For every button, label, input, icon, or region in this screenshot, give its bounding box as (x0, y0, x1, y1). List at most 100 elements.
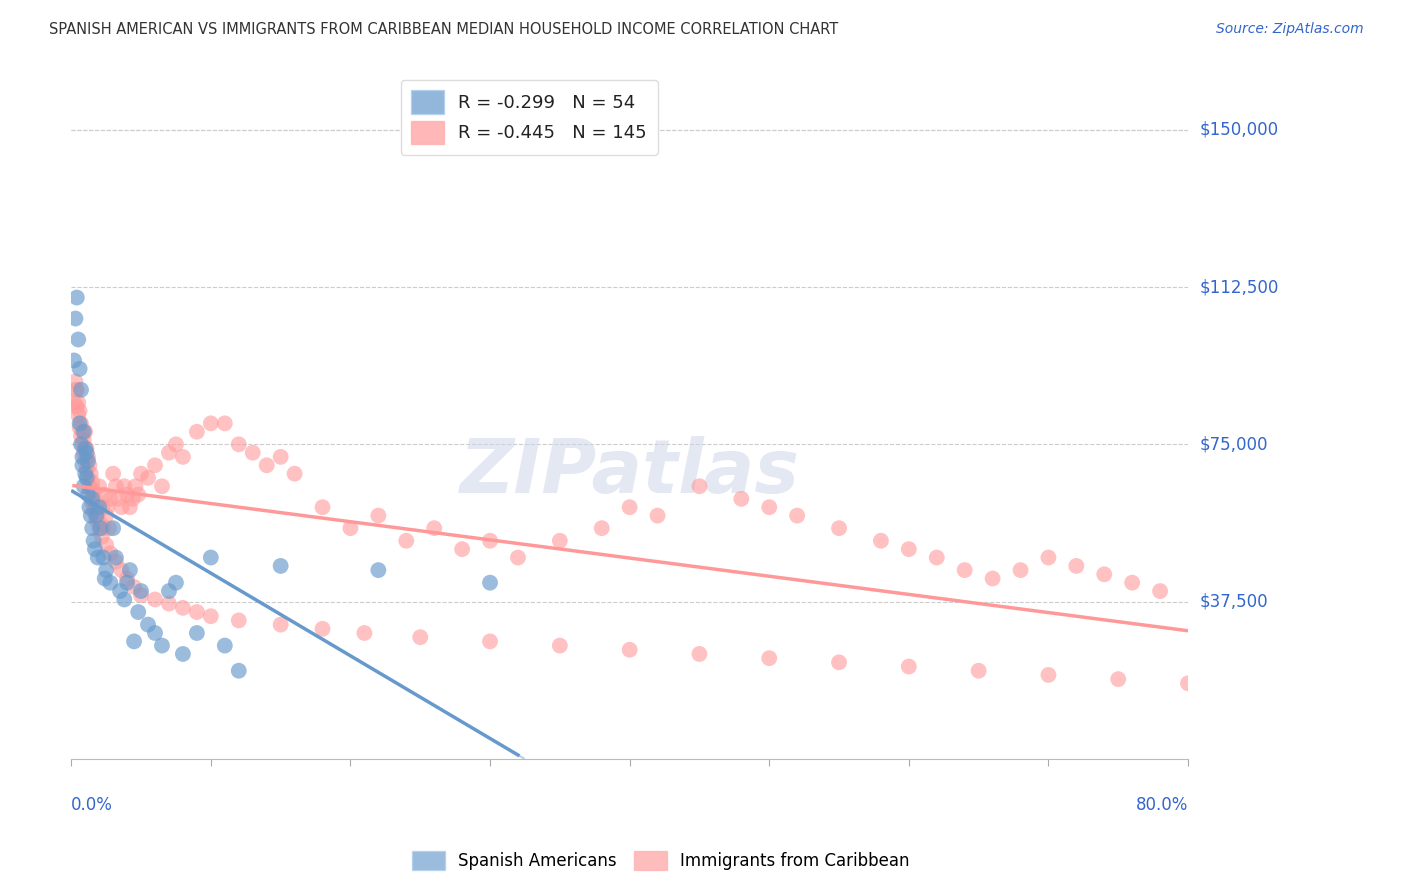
Point (69, 362, 91, 376)
Point (108, 584, 131, 599)
Text: $75,000: $75,000 (1199, 435, 1268, 453)
Point (214, 639, 236, 653)
Point (129, 467, 152, 481)
Point (981, 572, 1004, 586)
Point (1010, 563, 1032, 577)
Point (83, 504, 105, 518)
Point (94, 538, 117, 552)
Point (270, 617, 292, 632)
Point (115, 575, 138, 590)
Point (80, 467, 103, 481)
Text: $37,500: $37,500 (1199, 592, 1268, 610)
Point (69, 404, 91, 418)
Point (1149, 584, 1171, 599)
Point (367, 508, 389, 523)
Point (94, 508, 117, 523)
Text: SPANISH AMERICAN VS IMMIGRANTS FROM CARIBBEAN MEDIAN HOUSEHOLD INCOME CORRELATIO: SPANISH AMERICAN VS IMMIGRANTS FROM CARI… (49, 22, 838, 37)
Text: $112,500: $112,500 (1199, 278, 1278, 296)
Point (104, 550, 127, 565)
Point (688, 647, 710, 661)
Point (98, 575, 121, 590)
Point (107, 491, 129, 506)
Point (75, 442, 97, 456)
Point (730, 491, 752, 506)
Point (270, 450, 292, 464)
Point (1107, 672, 1129, 686)
Point (89, 500, 111, 515)
Point (86, 508, 108, 523)
Point (1038, 668, 1060, 682)
Point (165, 575, 187, 590)
Point (86, 513, 108, 527)
Point (242, 446, 264, 460)
Point (200, 550, 222, 565)
Point (284, 467, 307, 481)
Point (97, 521, 120, 535)
Point (143, 458, 166, 473)
Point (758, 651, 780, 665)
Point (451, 542, 474, 557)
Point (63, 395, 86, 409)
Point (93, 572, 115, 586)
Point (89, 521, 111, 535)
Point (93, 521, 115, 535)
Point (1038, 550, 1060, 565)
Point (83, 533, 105, 548)
Point (1092, 567, 1115, 582)
Point (98, 491, 121, 506)
Point (165, 437, 187, 451)
Point (65, 375, 87, 389)
Point (66, 383, 89, 397)
Point (186, 425, 208, 439)
Point (104, 479, 127, 493)
Point (70, 417, 93, 431)
Point (93, 550, 115, 565)
Point (67, 408, 90, 422)
Point (409, 630, 432, 644)
Point (311, 622, 333, 636)
Point (506, 550, 529, 565)
Point (89, 479, 111, 493)
Point (72, 450, 94, 464)
Point (82, 521, 104, 535)
Point (101, 467, 124, 481)
Point (136, 617, 159, 632)
Point (90, 516, 112, 531)
Text: 0.0%: 0.0% (72, 797, 112, 814)
Point (76, 446, 98, 460)
Point (66, 400, 89, 414)
Text: Source: ZipAtlas.com: Source: ZipAtlas.com (1216, 22, 1364, 37)
Point (121, 491, 143, 506)
Point (1066, 558, 1088, 573)
Point (1177, 676, 1199, 690)
Point (82, 491, 104, 506)
Point (90, 521, 112, 535)
Point (115, 572, 138, 586)
Point (828, 656, 851, 670)
Point (69, 420, 91, 434)
Point (479, 533, 502, 548)
Point (75, 425, 97, 439)
Point (129, 588, 152, 602)
Point (80, 488, 103, 502)
Point (104, 555, 127, 569)
Point (80, 508, 103, 523)
Point (367, 563, 389, 577)
Point (339, 521, 361, 535)
Point (548, 639, 571, 653)
Point (311, 500, 333, 515)
Point (77, 471, 100, 485)
Point (118, 563, 141, 577)
Point (84, 491, 107, 506)
Point (172, 647, 194, 661)
Point (127, 488, 149, 502)
Point (75, 454, 97, 468)
Point (186, 626, 208, 640)
Point (67, 333, 90, 347)
Point (65, 311, 87, 326)
Point (65, 383, 87, 397)
Point (591, 521, 613, 535)
Point (270, 558, 292, 573)
Point (124, 479, 146, 493)
Point (186, 605, 208, 619)
